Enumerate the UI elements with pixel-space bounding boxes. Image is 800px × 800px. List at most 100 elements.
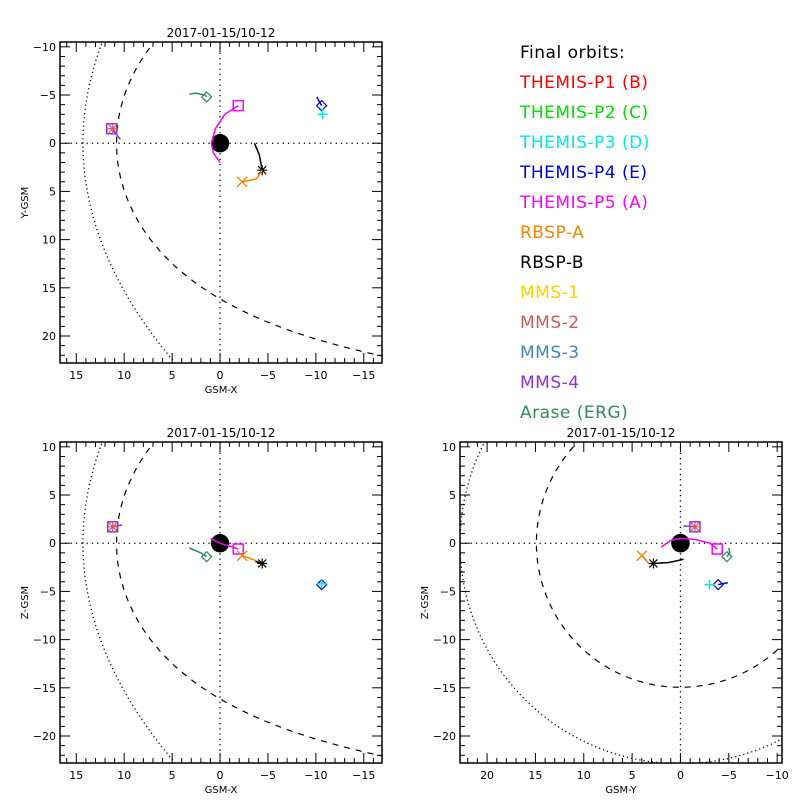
plot-frame xyxy=(59,441,383,764)
legend: Final orbits: THEMIS-P1 (B) THEMIS-P2 (C)… xyxy=(520,38,650,423)
x-tick-label: 10 xyxy=(117,369,131,382)
track-mms-2 xyxy=(107,123,118,134)
x-tick-label: −15 xyxy=(352,369,375,382)
x-tick-label: 5 xyxy=(169,369,176,382)
orbit-marker-x xyxy=(636,550,648,562)
orbit-marker-plus xyxy=(704,579,715,590)
x-tick-label: 5 xyxy=(169,769,176,782)
track-mms-2 xyxy=(107,521,118,532)
y-tick-label: 5 xyxy=(49,185,56,198)
y-tick-label: −20 xyxy=(33,730,56,743)
orbit-line xyxy=(653,557,685,565)
magnetopause-line xyxy=(115,42,382,357)
plot-title: 2017-01-15/10-12 xyxy=(167,426,276,440)
magnetopause-line xyxy=(115,442,382,757)
track-rbsp-a xyxy=(636,550,650,564)
y-tick-label: −10 xyxy=(33,634,56,647)
x-tick-label: −5 xyxy=(721,769,737,782)
plot-panel-2: 2017-01-15/10-12 GSM-X Z-GSM 15 10 5 0 −5 −10 −15… xyxy=(20,426,383,796)
y-tick-label: 15 xyxy=(42,282,56,295)
y-tick-label: 5 xyxy=(49,489,56,502)
earth-marker xyxy=(671,533,690,553)
track-rbsp-a xyxy=(236,169,263,188)
legend-entry: MMS-2 xyxy=(520,313,580,333)
legend-entry: MMS-1 xyxy=(520,283,580,303)
x-tick-label: −5 xyxy=(260,769,276,782)
orbit-marker-diamond xyxy=(315,99,328,112)
bow-shock-line xyxy=(82,442,176,763)
track-themis-p3-d- xyxy=(316,578,327,589)
y-tick-label: −15 xyxy=(433,682,456,695)
x-tick-label: −10 xyxy=(304,769,327,782)
y-tick-label: 5 xyxy=(449,489,456,502)
x-axis-label: GSM-X xyxy=(205,385,238,396)
legend-entry: MMS-3 xyxy=(520,343,580,363)
orbit-marker-diamond xyxy=(721,550,733,563)
orbit-marker-asterisk xyxy=(689,521,700,532)
track-mms-4 xyxy=(106,123,121,140)
track-rbsp-b xyxy=(648,557,685,569)
y-tick-label: −5 xyxy=(40,585,56,598)
plot-panel-3: 2017-01-15/10-12 GSM-Y Z-GSM 20 15 10 5 0 −5 −10 1… xyxy=(420,426,789,796)
x-tick-label: 15 xyxy=(69,769,83,782)
track-themis-p5-a- xyxy=(210,537,244,555)
y-tick-label: −15 xyxy=(33,682,56,695)
track-rbsp-b xyxy=(253,142,268,176)
track-rbsp-a xyxy=(236,550,263,565)
x-tick-label: 15 xyxy=(528,769,542,782)
orbit-marker-asterisk xyxy=(107,521,118,532)
y-axis-label: Z-GSM xyxy=(420,586,431,619)
x-tick-label: 0 xyxy=(217,769,224,782)
orbit-line xyxy=(189,92,208,98)
orbit-marker-square xyxy=(711,543,723,555)
legend-entry: THEMIS-P1 (B) xyxy=(520,73,649,93)
y-axis-label: Y-GSM xyxy=(20,187,31,220)
orbit-line xyxy=(316,96,323,106)
y-tick-label: 0 xyxy=(449,537,456,550)
orbit-marker-asterisk xyxy=(648,558,659,569)
legend-entry: MMS-4 xyxy=(520,373,580,393)
x-axis-label: GSM-X xyxy=(205,785,238,796)
orbit-marker-plus xyxy=(317,109,328,120)
x-tick-label: 15 xyxy=(69,369,83,382)
x-tick-label: −5 xyxy=(260,369,276,382)
x-tick-label: −10 xyxy=(766,769,789,782)
orbit-marker-diamond xyxy=(200,550,213,563)
y-tick-label: −10 xyxy=(33,41,56,54)
track-themis-p3-d- xyxy=(317,109,328,120)
plot-panel-1: 2017-01-15/10-12 GSM-X Y-GSM 15 10 5 0 −5 −10 −15… xyxy=(20,26,383,396)
orbit-marker-asterisk xyxy=(257,558,268,569)
orbit-line xyxy=(210,104,239,163)
legend-entry: THEMIS-P3 (D) xyxy=(520,133,650,153)
y-tick-label: 10 xyxy=(42,234,56,247)
y-tick-label: −5 xyxy=(40,89,56,102)
y-tick-label: 10 xyxy=(442,441,456,454)
y-tick-label: 10 xyxy=(42,441,56,454)
earth-marker xyxy=(210,134,230,153)
orbit-line xyxy=(660,537,718,550)
legend-title: Final orbits: xyxy=(520,43,626,63)
x-tick-label: 10 xyxy=(117,769,131,782)
track-themis-p3-d- xyxy=(704,579,715,590)
track-mms-2 xyxy=(689,521,700,532)
orbit-line xyxy=(241,169,263,183)
legend-entry: THEMIS-P2 (C) xyxy=(520,103,649,123)
plot-title: 2017-01-15/10-12 xyxy=(167,26,276,40)
orbit-marker-x xyxy=(236,550,248,562)
x-tick-label: 0 xyxy=(217,369,224,382)
track-arase-erg- xyxy=(721,547,733,563)
track-rbsp-b xyxy=(255,558,268,569)
orbit-marker-plus xyxy=(316,578,327,589)
orbit-line xyxy=(253,142,263,171)
x-tick-label: −10 xyxy=(304,369,327,382)
y-axis-label: Z-GSM xyxy=(20,586,31,619)
x-tick-label: 0 xyxy=(677,769,684,782)
orbit-line xyxy=(210,537,239,550)
x-tick-label: 20 xyxy=(480,769,494,782)
orbit-line xyxy=(726,547,731,558)
orbit-marker-x xyxy=(236,176,248,188)
y-tick-label: 20 xyxy=(42,330,56,343)
y-tick-label: 0 xyxy=(49,537,56,550)
x-axis-label: GSM-Y xyxy=(605,785,637,796)
